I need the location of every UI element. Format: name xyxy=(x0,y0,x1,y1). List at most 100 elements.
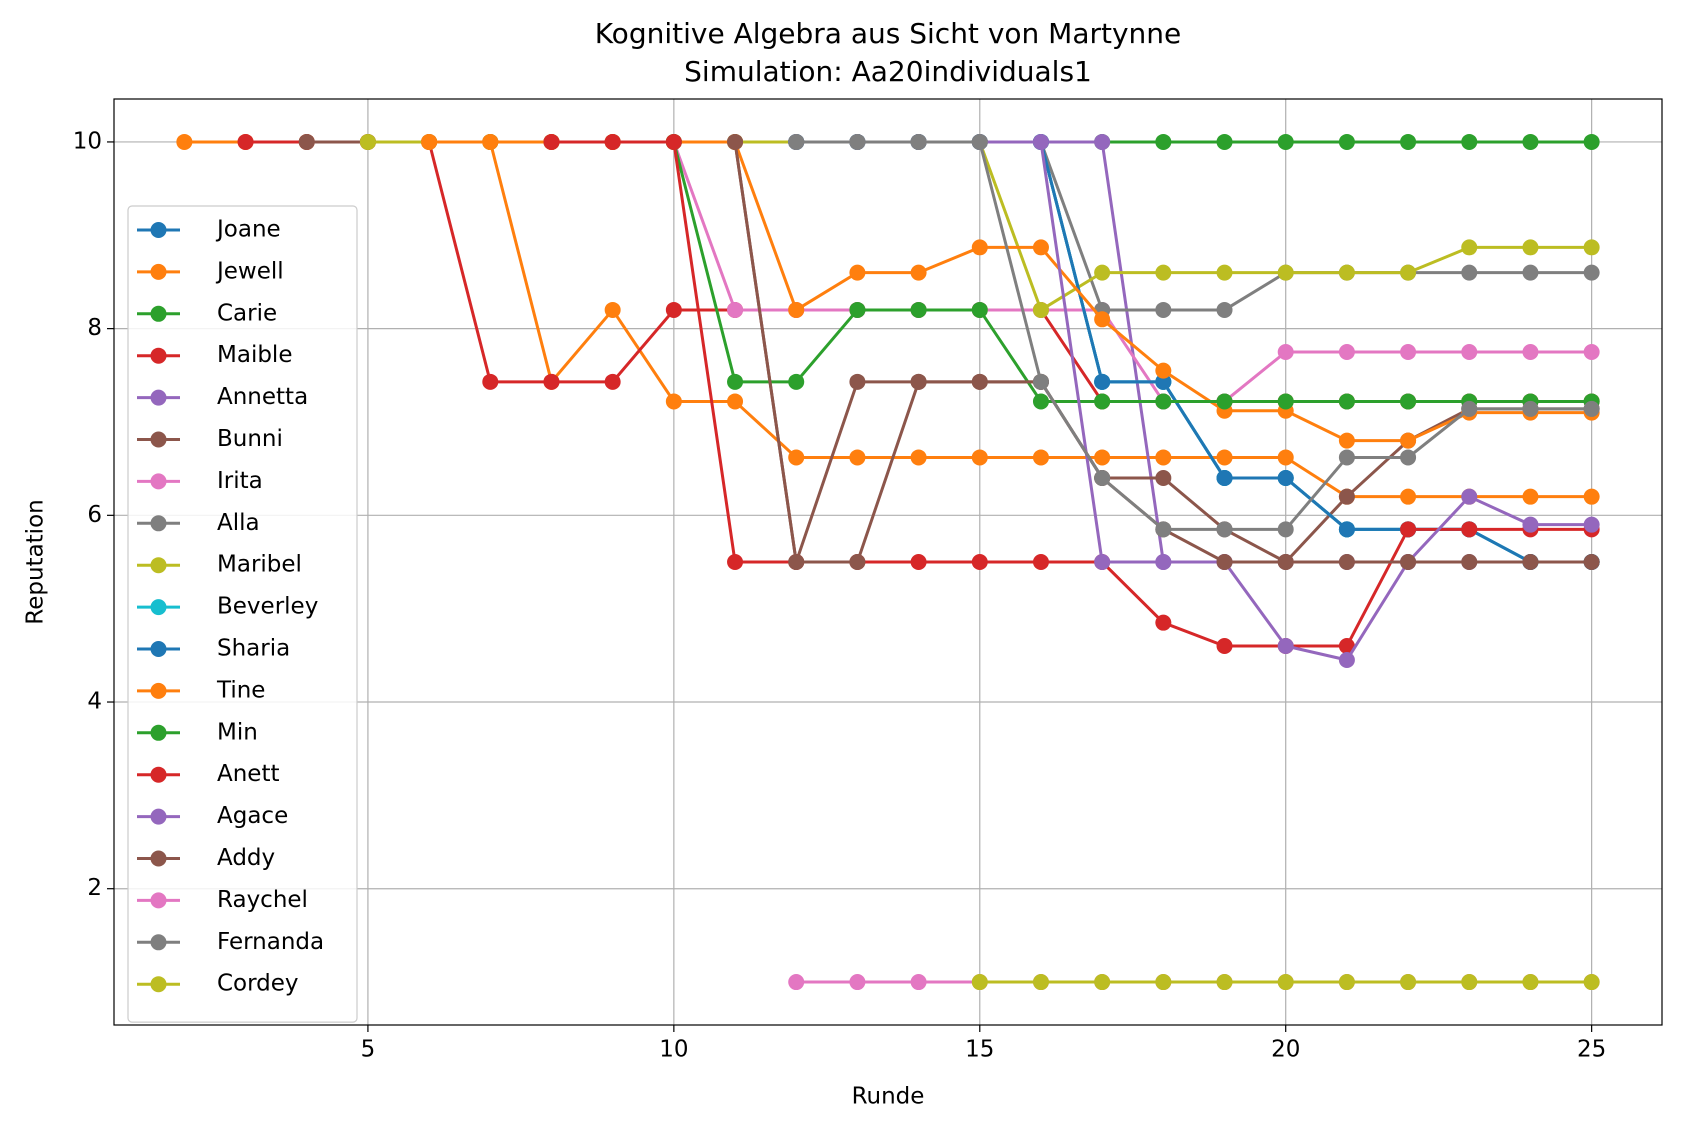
data-point xyxy=(1155,469,1172,486)
data-point xyxy=(1277,343,1294,360)
legend-label: Bunni xyxy=(217,426,283,452)
series xyxy=(971,974,1600,991)
data-point xyxy=(1400,449,1417,466)
data-point xyxy=(1461,239,1478,256)
data-point xyxy=(1338,521,1355,538)
data-point xyxy=(971,301,988,318)
data-point xyxy=(1583,239,1600,256)
legend-marker xyxy=(150,766,167,783)
series xyxy=(788,133,1600,538)
data-point xyxy=(849,974,866,991)
data-point xyxy=(1461,264,1478,281)
data-point xyxy=(788,449,805,466)
data-point xyxy=(543,373,560,390)
legend-label: Maible xyxy=(217,342,292,368)
data-point xyxy=(421,133,438,150)
data-point xyxy=(1216,393,1233,410)
data-point xyxy=(971,239,988,256)
data-point xyxy=(1032,239,1049,256)
data-point xyxy=(1277,133,1294,150)
data-point xyxy=(1461,343,1478,360)
y-tick-label: 6 xyxy=(87,502,102,528)
data-point xyxy=(1277,521,1294,538)
data-point xyxy=(1155,449,1172,466)
data-point xyxy=(1583,264,1600,281)
data-point xyxy=(1032,373,1049,390)
data-point xyxy=(849,373,866,390)
data-point xyxy=(1338,652,1355,669)
data-point xyxy=(1277,638,1294,655)
legend-marker xyxy=(150,976,167,993)
data-point xyxy=(1277,264,1294,281)
data-point xyxy=(1277,449,1294,466)
data-point xyxy=(910,554,927,570)
data-point xyxy=(1583,516,1600,533)
legend-label: Beverley xyxy=(217,594,318,620)
data-point xyxy=(1338,974,1355,991)
data-point xyxy=(1094,311,1111,328)
legend-label: Fernanda xyxy=(217,929,324,955)
data-point xyxy=(1216,974,1233,991)
plot-frame xyxy=(113,98,1663,1026)
data-point xyxy=(1094,133,1111,150)
data-point xyxy=(1094,373,1111,390)
data-point xyxy=(1400,432,1417,449)
data-point xyxy=(1338,393,1355,410)
data-point xyxy=(1522,264,1539,281)
data-point xyxy=(849,133,866,150)
data-point xyxy=(1461,133,1478,150)
data-point xyxy=(971,449,988,466)
data-point xyxy=(1583,554,1600,570)
data-point xyxy=(1216,449,1233,466)
data-point xyxy=(1522,554,1539,570)
data-point xyxy=(1094,393,1111,410)
series-line xyxy=(796,140,1592,531)
data-point xyxy=(1522,516,1539,533)
data-point xyxy=(665,301,682,318)
data-point xyxy=(1216,264,1233,281)
x-tick-label: 15 xyxy=(965,1037,994,1063)
legend-label: Irita xyxy=(217,468,263,494)
data-point xyxy=(1277,554,1294,570)
data-point xyxy=(849,554,866,570)
data-point xyxy=(1277,393,1294,410)
data-point xyxy=(1155,362,1172,379)
data-point xyxy=(788,554,805,570)
data-point xyxy=(971,974,988,991)
legend-marker xyxy=(150,808,167,825)
legend-marker xyxy=(150,305,167,322)
data-point xyxy=(665,133,682,150)
data-point xyxy=(727,554,744,570)
data-point xyxy=(1583,133,1600,150)
data-point xyxy=(1155,393,1172,410)
data-point xyxy=(1583,488,1600,505)
data-point xyxy=(910,373,927,390)
data-point xyxy=(1032,974,1049,991)
data-point xyxy=(1583,974,1600,991)
data-point xyxy=(1338,449,1355,466)
data-point xyxy=(1094,264,1111,281)
data-point xyxy=(1032,133,1049,150)
y-tick-label: 10 xyxy=(73,128,102,154)
chart-subtitle: Simulation: Aa20individuals1 xyxy=(684,55,1092,88)
data-point xyxy=(910,301,927,318)
data-point xyxy=(1461,521,1478,538)
data-point xyxy=(849,301,866,318)
data-point xyxy=(1032,301,1049,318)
data-point xyxy=(910,133,927,150)
data-point xyxy=(1338,432,1355,449)
data-point xyxy=(1338,638,1355,655)
series xyxy=(665,133,1600,410)
data-point xyxy=(1032,393,1049,410)
data-point xyxy=(1155,373,1172,390)
legend-label: Anett xyxy=(217,761,280,787)
x-axis-label: Runde xyxy=(852,1084,925,1110)
legend-label: Jewell xyxy=(215,258,284,284)
data-point xyxy=(1094,469,1111,486)
legend-marker xyxy=(150,641,167,657)
data-point xyxy=(1522,239,1539,256)
data-point xyxy=(788,301,805,318)
x-tick-label: 5 xyxy=(361,1037,376,1063)
data-point xyxy=(665,393,682,410)
data-point xyxy=(849,264,866,281)
